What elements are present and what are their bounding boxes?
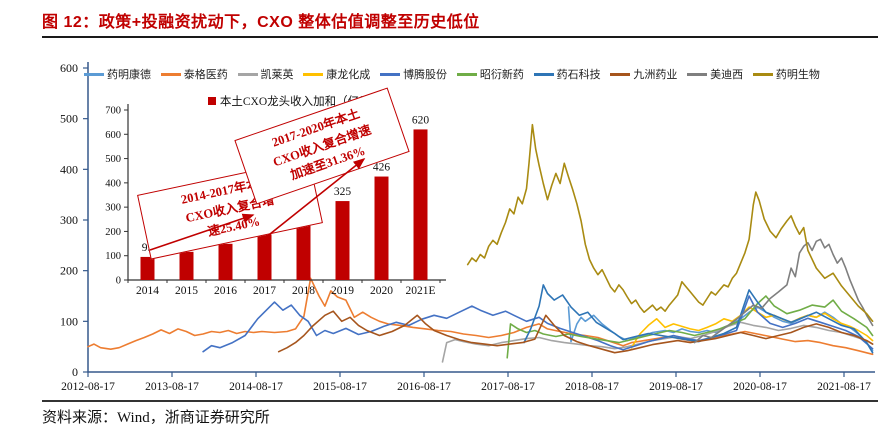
series-line-博腾股份 <box>202 295 874 353</box>
series-line-美迪西 <box>693 238 874 344</box>
inset-chart-legend: 本土CXO龙头收入加和（亿元） <box>150 93 440 109</box>
bar-series-marker-icon <box>207 97 216 105</box>
series-swatch <box>456 72 477 76</box>
y-tick-label: 400 <box>60 162 78 176</box>
y-tick-label: 200 <box>60 264 78 278</box>
legend-item: 昭衍新药 <box>456 66 524 82</box>
y-tick-label: 600 <box>60 61 78 75</box>
legend-item: 药石科技 <box>533 66 601 82</box>
inset-x-tick-label: 2017 <box>253 285 276 297</box>
series-swatch <box>752 72 773 76</box>
series-swatch <box>380 72 401 76</box>
revenue-bar-2015 <box>179 251 194 280</box>
inset-x-tick-label: 2018 <box>292 285 315 297</box>
legend-label: 药石科技 <box>556 69 601 81</box>
title-underline <box>42 36 878 38</box>
x-tick-label: 2016-08-17 <box>397 381 451 393</box>
revenue-bar-2014 <box>140 256 155 280</box>
inset-x-tick-label: 2015 <box>175 285 198 297</box>
legend-item: 凯莱英 <box>237 66 294 82</box>
legend-item: 康龙化成 <box>303 66 370 82</box>
legend-label: 泰格医药 <box>183 69 228 81</box>
inset-y-tick-label: 200 <box>105 227 121 238</box>
x-tick-label: 2019-08-17 <box>649 381 703 393</box>
y-tick-label: 300 <box>60 213 78 227</box>
revenue-bar-2018 <box>296 220 311 280</box>
series-swatch <box>84 72 104 76</box>
inset-x-tick-label: 2021E <box>405 285 435 297</box>
series-line-昭衍新药 <box>506 295 874 359</box>
legend-label: 美迪西 <box>710 69 744 81</box>
footer-rule <box>42 400 878 402</box>
revenue-bar-2021E <box>413 129 428 280</box>
y-tick-label: 500 <box>60 112 78 126</box>
legend-item: 美迪西 <box>687 66 743 82</box>
x-tick-label: 2018-08-17 <box>565 381 619 393</box>
bar-value-label: 325 <box>334 186 352 198</box>
x-tick-label: 2021-08-17 <box>817 381 871 393</box>
legend-item: 药明康德 <box>84 66 151 82</box>
series-swatch <box>533 72 554 76</box>
legend-item: 泰格医药 <box>160 66 228 82</box>
legend-label: 昭衍新药 <box>479 69 524 81</box>
legend-label: 凯莱英 <box>260 69 294 81</box>
bar-value-label: 426 <box>373 162 391 174</box>
x-tick-label: 2020-08-17 <box>733 381 787 393</box>
figure-title: 图 12：政策+投融资扰动下，CXO 整体估值调整至历史低位 <box>42 14 480 31</box>
legend-label: 康龙化成 <box>326 69 371 81</box>
inset-y-tick-label: 100 <box>105 251 121 262</box>
series-swatch <box>160 72 181 76</box>
series-line-药明生物 <box>466 123 874 323</box>
x-tick-label: 2013-08-17 <box>145 381 199 393</box>
source-note: 资料来源：Wind，浙商证券研究所 <box>42 410 270 426</box>
legend-item: 九洲药业 <box>610 66 677 82</box>
inset-y-tick-label: 300 <box>105 203 121 214</box>
inset-x-tick-label: 2014 <box>136 285 159 297</box>
series-swatch <box>303 72 324 76</box>
inset-x-tick-label: 2020 <box>370 285 393 297</box>
legend-item: 博腾股份 <box>380 66 447 82</box>
inset-y-tick-label: 400 <box>105 178 121 189</box>
x-tick-label: 2014-08-17 <box>229 381 283 393</box>
revenue-bar-2020 <box>374 176 389 280</box>
bar-value-label: 620 <box>412 114 430 126</box>
legend-label: 药明生物 <box>775 69 820 81</box>
x-tick-label: 2012-08-17 <box>61 381 115 393</box>
legend-label: 药明康德 <box>107 69 151 81</box>
series-line-康龙化成 <box>630 306 874 349</box>
legend-item: 药明生物 <box>752 66 820 82</box>
series-swatch <box>610 72 631 76</box>
y-tick-label: 100 <box>60 314 78 328</box>
inset-y-tick-label: 600 <box>105 130 121 141</box>
revenue-bar-2019 <box>335 201 350 280</box>
revenue-bar-2017 <box>257 234 272 280</box>
x-tick-label: 2017-08-17 <box>481 381 535 393</box>
inset-x-tick-label: 2019 <box>331 285 354 297</box>
main-chart-legend: 药明康德 泰格医药 凯莱英 康龙化成 博腾股份 昭衍新药 药石科技 九洲药业 美… <box>84 66 820 82</box>
inset-y-tick-label: 500 <box>105 154 121 165</box>
inset-y-tick-label: 0 <box>116 276 121 287</box>
inset-x-tick-label: 2016 <box>214 285 237 297</box>
series-swatch <box>687 72 708 76</box>
series-swatch <box>237 72 258 76</box>
revenue-bar-2016 <box>218 243 233 280</box>
series-line-药石科技 <box>523 284 874 354</box>
inset-y-tick-label: 700 <box>105 106 121 117</box>
legend-label: 九洲药业 <box>633 69 678 81</box>
legend-label: 博腾股份 <box>403 69 448 81</box>
series-line-九洲药业 <box>277 310 874 354</box>
x-tick-label: 2015-08-17 <box>313 381 367 393</box>
y-tick-label: 0 <box>72 365 78 379</box>
